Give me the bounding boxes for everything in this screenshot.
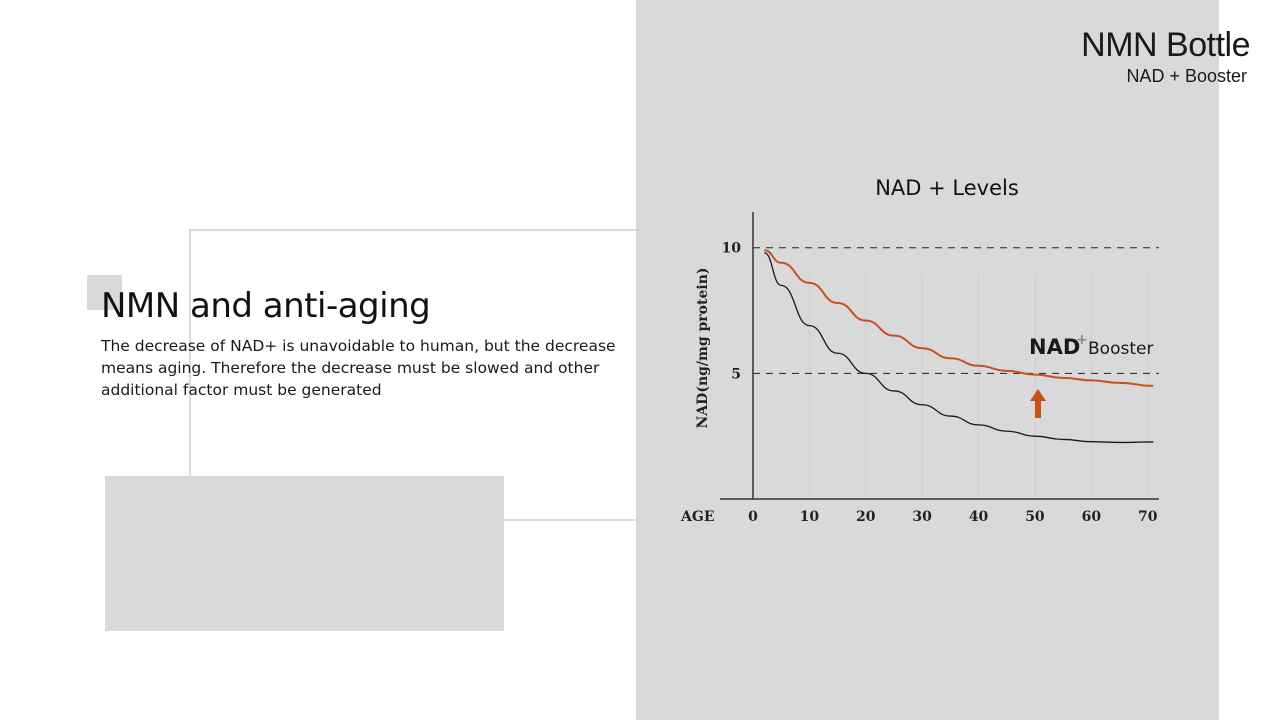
x-tick-label: 40 bbox=[969, 509, 989, 525]
booster-label-plus: + bbox=[1076, 332, 1088, 348]
slide-body-text: The decrease of NAD+ is unavoidable to h… bbox=[101, 337, 616, 399]
accent-square bbox=[87, 275, 122, 310]
frame-line-bottom bbox=[504, 519, 636, 521]
x-tick-label: 10 bbox=[800, 509, 820, 525]
frame-line-left bbox=[189, 229, 191, 476]
y-tick-label: 10 bbox=[722, 241, 742, 257]
chart-title: NAD + Levels bbox=[875, 176, 1019, 200]
y-axis-label: NAD(ng/mg protein) bbox=[695, 268, 711, 429]
series-line-natural bbox=[764, 252, 1154, 444]
x-tick-label: 60 bbox=[1082, 509, 1102, 525]
right-panel bbox=[636, 0, 1219, 720]
brand-name: NMN Bottle bbox=[1081, 26, 1250, 64]
x-tick-label: 30 bbox=[912, 509, 932, 525]
brand-subtitle: NAD + Booster bbox=[1126, 66, 1247, 86]
booster-label-suffix: Booster bbox=[1088, 339, 1153, 359]
series-line-booster bbox=[764, 249, 1154, 387]
x-tick-label: 20 bbox=[856, 509, 876, 525]
slide-title: NMN and anti-aging bbox=[101, 286, 431, 326]
up-arrow-icon bbox=[1030, 389, 1046, 418]
chart-layer: 5 10 0 10 20 30 40 50 60 70 NAD+ Booster bbox=[720, 212, 1159, 525]
placeholder-box bbox=[105, 476, 504, 631]
x-tick-label: 0 bbox=[748, 509, 758, 525]
nad-levels-chart: NAD + Levels NAD(ng/mg protein) AGE 5 10 0… bbox=[636, 160, 1219, 560]
x-tick-label: 50 bbox=[1025, 509, 1045, 525]
frame-line-top bbox=[189, 229, 636, 231]
x-axis-label: AGE bbox=[680, 509, 715, 525]
chart-svg: NAD + Levels NAD(ng/mg protein) AGE 5 10 0… bbox=[680, 176, 1159, 525]
x-tick-label: 70 bbox=[1138, 509, 1158, 525]
booster-label-nad: NAD bbox=[1029, 335, 1080, 359]
y-tick-label: 5 bbox=[731, 366, 741, 382]
brand-logo: NMN Bottle bbox=[1081, 26, 1250, 64]
